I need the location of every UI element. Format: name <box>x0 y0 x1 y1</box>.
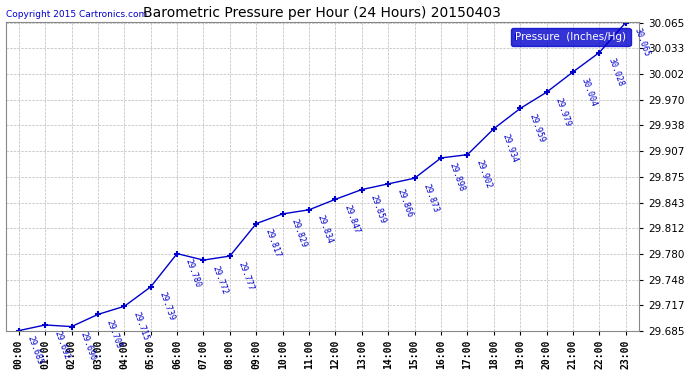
Text: 29.847: 29.847 <box>342 204 361 235</box>
Text: 29.979: 29.979 <box>553 96 572 128</box>
Text: 29.959: 29.959 <box>527 112 546 144</box>
Legend: Pressure  (Inches/Hg): Pressure (Inches/Hg) <box>511 28 631 46</box>
Text: 29.777: 29.777 <box>237 260 255 291</box>
Text: 29.780: 29.780 <box>184 258 203 289</box>
Text: 29.898: 29.898 <box>448 162 466 194</box>
Text: 29.705: 29.705 <box>105 319 124 350</box>
Text: 29.866: 29.866 <box>395 188 414 219</box>
Text: 29.829: 29.829 <box>290 218 308 249</box>
Text: 29.834: 29.834 <box>316 214 335 245</box>
Title: Barometric Pressure per Hour (24 Hours) 20150403: Barometric Pressure per Hour (24 Hours) … <box>144 6 501 20</box>
Text: 30.004: 30.004 <box>580 76 599 107</box>
Text: 29.817: 29.817 <box>263 228 282 259</box>
Text: 29.859: 29.859 <box>368 194 388 225</box>
Text: 30.065: 30.065 <box>633 27 651 58</box>
Text: 29.934: 29.934 <box>501 133 520 164</box>
Text: 29.715: 29.715 <box>131 310 150 342</box>
Text: Copyright 2015 Cartronics.com: Copyright 2015 Cartronics.com <box>6 10 147 19</box>
Text: 29.692: 29.692 <box>52 329 71 360</box>
Text: 29.772: 29.772 <box>210 264 229 296</box>
Text: 29.902: 29.902 <box>474 159 493 190</box>
Text: 30.028: 30.028 <box>607 57 625 88</box>
Text: 29.690: 29.690 <box>79 331 97 362</box>
Text: 29.739: 29.739 <box>157 291 177 322</box>
Text: 29.873: 29.873 <box>422 182 440 214</box>
Text: 29.685: 29.685 <box>26 335 44 366</box>
